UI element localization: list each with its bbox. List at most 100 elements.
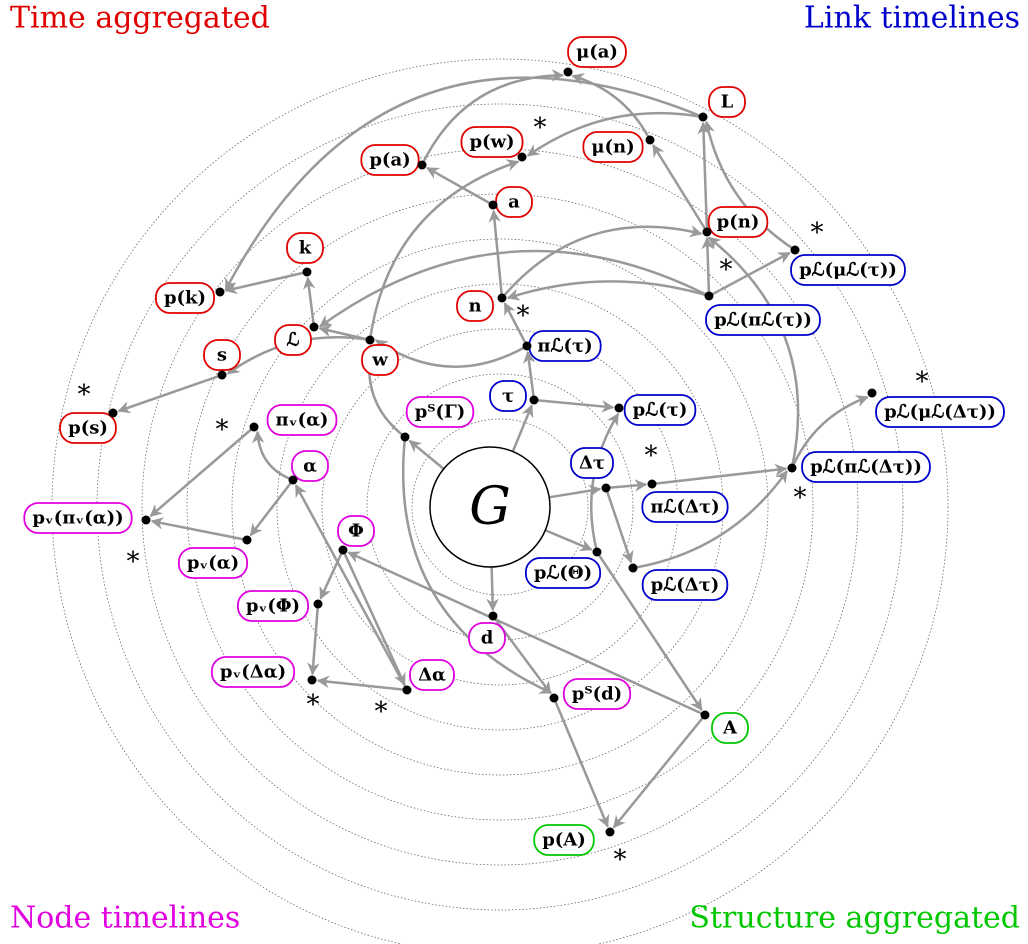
corner-label: Link timelines — [804, 1, 1020, 36]
edge — [652, 144, 709, 233]
node-label: Δτ — [579, 453, 605, 474]
edge — [708, 251, 791, 298]
node-box — [801, 451, 931, 483]
node-dot — [601, 483, 611, 493]
asterisk: * — [916, 367, 929, 397]
node-box — [533, 824, 595, 856]
node-box — [274, 324, 312, 356]
node-box — [237, 590, 309, 622]
edge — [341, 549, 406, 686]
node-dot — [529, 395, 539, 405]
edge — [149, 426, 255, 518]
node-dot — [417, 160, 427, 170]
node-box — [468, 622, 506, 654]
edge — [488, 209, 504, 299]
node-dot — [605, 827, 615, 837]
node-label: p(a) — [369, 150, 410, 171]
node-label: μ(a) — [576, 42, 618, 63]
node-dot — [700, 710, 710, 720]
node-label: p(s) — [68, 418, 108, 439]
node-box — [203, 339, 241, 371]
node-label: A — [722, 718, 738, 739]
edge — [595, 551, 703, 712]
edge — [523, 350, 536, 401]
node-label: pℒ(μℒ(τ)) — [799, 260, 897, 281]
edge — [294, 484, 409, 691]
edge — [604, 487, 634, 564]
node-box — [524, 557, 602, 589]
node-dot — [217, 370, 227, 380]
node-box — [405, 396, 475, 428]
nodes: μ(a) Lp(w) μ(n) p(a) a k p(n) pℒ(μℒ(τ)) p(k) n pℒ(… — [23, 36, 1005, 856]
node-dot — [517, 152, 527, 162]
node-dot — [400, 432, 410, 442]
asterisk: * — [307, 690, 320, 720]
edge — [302, 276, 316, 328]
node-box — [210, 656, 296, 688]
node-box — [155, 282, 215, 314]
node-box — [409, 659, 455, 691]
node-label: τ — [502, 386, 514, 407]
asterisk: * — [811, 218, 824, 248]
node-label: d — [481, 628, 494, 649]
node-dot — [790, 245, 800, 255]
node-dot — [338, 545, 348, 555]
node-dot — [702, 227, 712, 237]
asterisk: * — [127, 547, 140, 577]
node-dot — [309, 322, 319, 332]
node-box — [59, 412, 117, 444]
edge — [549, 484, 602, 499]
corner-label: Node timelines — [10, 901, 240, 936]
node-dot — [215, 287, 225, 297]
asterisk: * — [534, 113, 547, 143]
node-box — [790, 254, 906, 286]
node-label: pℒ(μℒ(Δτ)) — [884, 402, 996, 423]
node-box — [641, 491, 729, 523]
node-label: pᵀ(d) — [572, 684, 622, 705]
edge — [408, 439, 445, 470]
node-box — [708, 86, 746, 118]
node-dot — [647, 479, 657, 489]
asterisk: * — [216, 415, 229, 445]
node-label: pᵥ(α) — [187, 553, 239, 574]
node-dot — [307, 675, 317, 685]
edge — [224, 76, 704, 292]
edge — [708, 236, 800, 469]
edge — [319, 549, 345, 600]
node-box — [582, 131, 644, 163]
node-label: w — [371, 350, 388, 371]
edge — [533, 398, 615, 413]
node-dot — [497, 293, 507, 303]
node-box — [562, 678, 632, 710]
node-dot — [313, 599, 323, 609]
node-label: pℒ(πℒ(Δτ)) — [810, 457, 922, 478]
node-box — [567, 36, 627, 68]
node-dot — [787, 463, 797, 473]
node-label: a — [508, 192, 520, 213]
node-box — [360, 144, 420, 176]
edge — [511, 404, 534, 452]
node-dot — [698, 112, 708, 122]
asterisk: * — [645, 441, 658, 471]
ring — [231, 238, 769, 776]
node-label: Δα — [418, 665, 446, 686]
node-label: μ(n) — [591, 137, 634, 158]
asterisk: * — [517, 301, 530, 331]
node-box — [875, 396, 1005, 428]
edge — [307, 603, 320, 676]
node-label: n — [468, 296, 481, 317]
node-box — [707, 206, 769, 238]
node-label: p(n) — [717, 212, 760, 233]
node-label: s — [217, 345, 227, 366]
stars: * * * * * * * * * * * * * — [78, 113, 929, 875]
edge — [702, 120, 796, 252]
edge — [697, 121, 710, 233]
node-label: πℒ(Δτ) — [650, 497, 719, 518]
ring — [96, 103, 904, 911]
edge — [501, 225, 703, 299]
node-box — [266, 404, 338, 436]
node-box — [489, 380, 527, 412]
node-label: pℒ(πℒ(τ)) — [714, 310, 812, 331]
edge — [368, 159, 520, 341]
